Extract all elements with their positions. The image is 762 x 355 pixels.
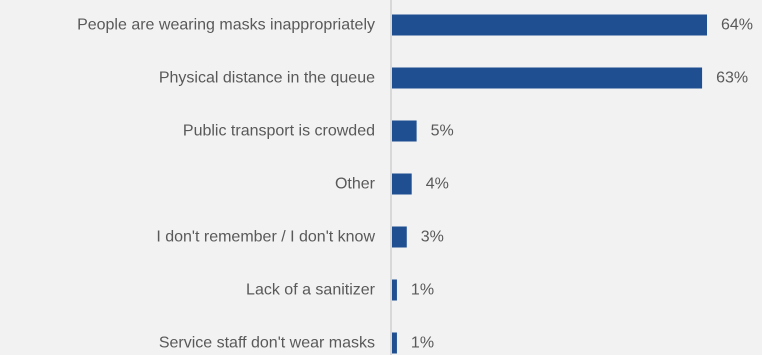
category-label: People are wearing masks inappropriately (77, 17, 375, 34)
value-label: 3% (421, 229, 444, 246)
value-label: 63% (716, 70, 748, 87)
category-label: Other (335, 176, 376, 193)
value-label: 1% (411, 282, 434, 299)
category-label: Service staff don't wear masks (159, 335, 375, 352)
bar (392, 14, 707, 36)
value-label: 4% (426, 176, 449, 193)
value-label: 64% (721, 17, 753, 34)
bar (392, 67, 703, 89)
value-label: 5% (431, 123, 454, 140)
category-label: Physical distance in the queue (159, 70, 375, 87)
bar (392, 279, 397, 301)
bar (392, 332, 397, 354)
category-label: Lack of a sanitizer (246, 282, 376, 299)
category-label: Public transport is crowded (183, 123, 375, 140)
bar (392, 120, 417, 142)
category-label: I don't remember / I don't know (156, 229, 375, 246)
bar (392, 226, 407, 248)
value-label: 1% (411, 335, 434, 352)
bar (392, 173, 412, 195)
